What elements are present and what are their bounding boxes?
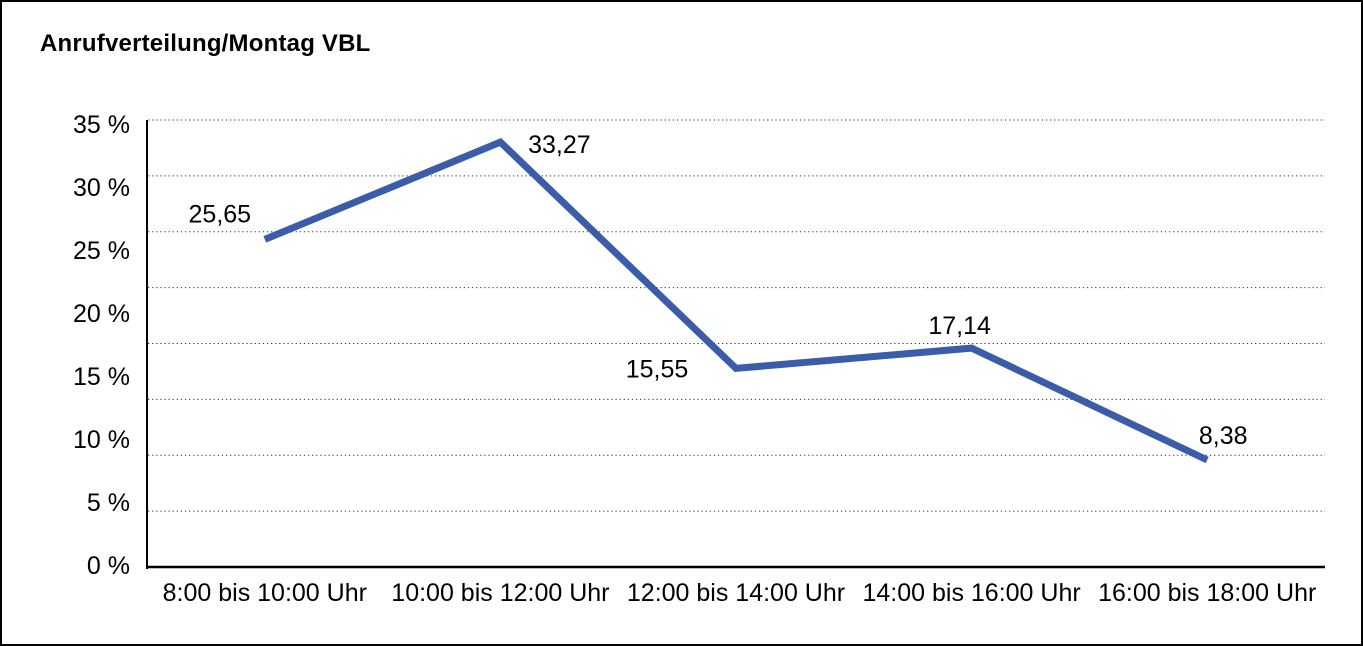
y-tick-label: 15 % — [73, 363, 130, 391]
x-category-label: 16:00 bis 18:00 Uhr — [1098, 579, 1316, 607]
y-tick-label: 10 % — [73, 426, 130, 454]
value-label: 17,14 — [928, 312, 991, 340]
y-tick-label: 30 % — [73, 174, 130, 202]
y-tick-label: 35 % — [73, 111, 130, 139]
series-line — [263, 137, 1209, 464]
chart-title: Anrufverteilung/Montag VBL — [40, 30, 371, 57]
value-label: 8,38 — [1199, 422, 1248, 450]
value-label: 25,65 — [189, 200, 252, 228]
x-category-label: 10:00 bis 12:00 Uhr — [391, 579, 609, 607]
y-tick-label: 20 % — [73, 300, 130, 328]
y-tick-label: 0 % — [87, 552, 130, 580]
value-label: 15,55 — [626, 355, 689, 383]
y-tick-label: 5 % — [87, 489, 130, 517]
x-category-label: 14:00 bis 16:00 Uhr — [862, 579, 1080, 607]
value-label: 33,27 — [528, 131, 591, 159]
x-category-label: 8:00 bis 10:00 Uhr — [163, 579, 367, 607]
x-category-label: 12:00 bis 14:00 Uhr — [627, 579, 845, 607]
y-tick-label: 25 % — [73, 237, 130, 265]
